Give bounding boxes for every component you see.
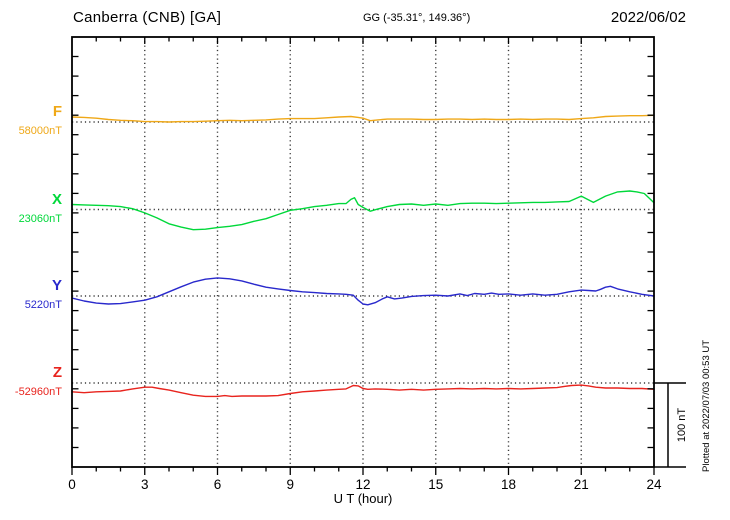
x-tick-labels: 0 3 6 9 12 15 18 21 24	[68, 477, 662, 492]
svg-text:24: 24	[646, 477, 662, 492]
scale-bar-label: 100 nT	[676, 407, 688, 443]
trace-F	[71, 114, 655, 123]
trace-X	[71, 190, 655, 231]
svg-text:9: 9	[286, 477, 294, 492]
scale-bar	[654, 382, 686, 468]
trace-Y	[71, 277, 655, 306]
svg-text:3: 3	[141, 477, 149, 492]
gridlines	[144, 37, 582, 467]
geo-coordinates: GG (-35.31°, 149.36°)	[363, 12, 471, 24]
channel-x-letter: X	[51, 191, 62, 208]
channel-z-baseline-value: -52960nT	[14, 386, 62, 398]
channel-x-baseline-value: 23060nT	[18, 213, 62, 225]
channel-y-baseline-value: 5220nT	[24, 299, 62, 311]
trace-Z	[71, 384, 655, 398]
hour-ticks	[71, 37, 655, 475]
channel-y-letter: Y	[51, 277, 62, 294]
svg-text:0: 0	[68, 477, 76, 492]
x-axis-title: U T (hour)	[333, 491, 393, 506]
svg-text:21: 21	[574, 477, 589, 492]
amplitude-ticks	[72, 55, 654, 449]
date-label: 2022/06/02	[610, 9, 686, 26]
svg-text:6: 6	[214, 477, 222, 492]
channel-f-letter: F	[52, 103, 62, 120]
svg-text:15: 15	[428, 477, 443, 492]
channel-f-baseline-value: 58000nT	[18, 125, 62, 137]
channel-z-letter: Z	[52, 364, 62, 381]
station-title: Canberra (CNB) [GA]	[73, 9, 222, 26]
plot-timestamp: Plotted at 2022/07/03 00:53 UT	[701, 339, 712, 472]
svg-text:12: 12	[355, 477, 370, 492]
svg-text:18: 18	[501, 477, 516, 492]
